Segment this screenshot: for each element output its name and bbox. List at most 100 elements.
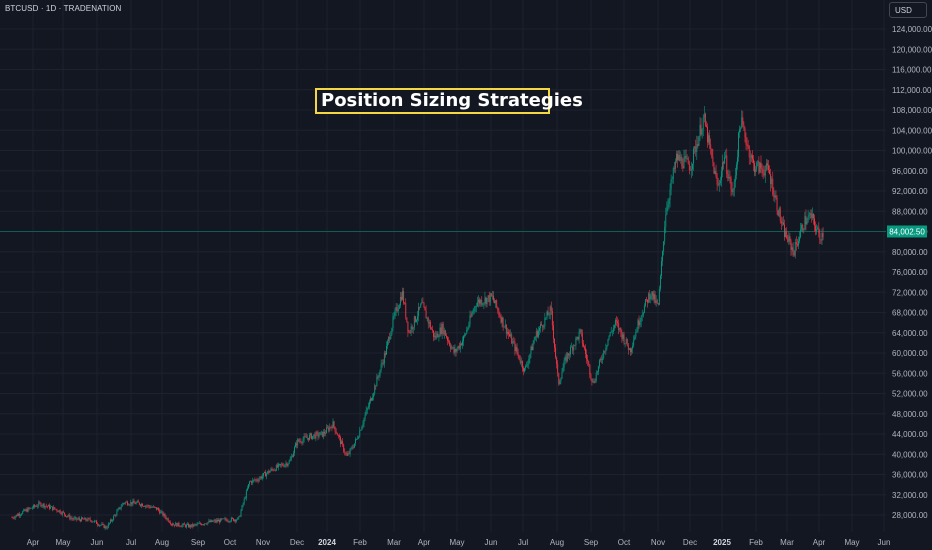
candle-body [742, 117, 744, 125]
candle-body [331, 426, 333, 429]
candle-body [652, 291, 654, 300]
annotation-box[interactable]: Position Sizing Strategies [315, 88, 583, 114]
candle-body [438, 336, 440, 338]
candle-body [37, 506, 39, 507]
candle-body [704, 113, 706, 126]
candle-body [780, 221, 782, 224]
candle-body [297, 439, 299, 446]
candle-body [692, 163, 693, 170]
candle-body [587, 359, 589, 362]
candle-body [320, 431, 322, 433]
candle-body [255, 479, 257, 481]
candle-body [822, 233, 824, 237]
candle-body [705, 125, 707, 127]
candle-body [347, 453, 349, 456]
candle-body [230, 517, 232, 522]
candle-body [32, 505, 34, 508]
candle-body [154, 507, 156, 508]
y-tick-label: 64,000.00 [892, 329, 928, 338]
candle-body [234, 519, 236, 521]
candle-body [726, 155, 728, 175]
candle-body [303, 436, 305, 440]
candle-body [714, 171, 716, 174]
candle-body [452, 347, 454, 348]
candle-body [82, 517, 84, 519]
candle-body [533, 340, 535, 344]
candle-body [84, 517, 86, 520]
candle-body [699, 124, 701, 137]
candle-body [454, 349, 456, 353]
candle-body [338, 435, 340, 438]
candle-body [248, 484, 249, 489]
candle-body [233, 518, 234, 521]
candle-body [362, 423, 364, 427]
candle-body [123, 503, 125, 504]
candle-body [240, 510, 242, 517]
candle-body [495, 300, 497, 304]
candle-body [318, 435, 320, 437]
candle-body [254, 479, 256, 481]
candle-body [762, 169, 764, 174]
candle-body [421, 302, 423, 304]
candle-body [36, 506, 38, 507]
candle-body [489, 293, 491, 303]
candle-body [455, 349, 457, 352]
candle-body [681, 156, 683, 167]
candle-body [246, 488, 248, 491]
candle-body [763, 173, 765, 176]
candle-body [310, 433, 311, 436]
candle-body [687, 158, 689, 165]
candle-body [113, 515, 115, 521]
candle-body [682, 166, 684, 169]
candle-body [77, 518, 79, 520]
candle-body [209, 520, 211, 523]
candle-body [622, 334, 624, 339]
candle-body [302, 439, 304, 443]
candle-body [319, 432, 321, 436]
currency-button[interactable]: USD [889, 2, 927, 18]
candle-body [196, 523, 198, 525]
candle-body [17, 514, 19, 516]
candle-body [564, 356, 566, 361]
candle-body [429, 321, 431, 329]
candle-body [647, 299, 649, 303]
candle-body [764, 169, 766, 176]
y-tick-label: 96,000.00 [892, 167, 928, 176]
x-tick-label: Feb [353, 538, 367, 547]
candle-body [595, 373, 597, 381]
candle-body [610, 331, 612, 333]
candle-body [646, 299, 647, 300]
candle-body [250, 481, 252, 482]
candle-body [504, 324, 506, 328]
candle-body [679, 155, 681, 161]
candle-body [654, 294, 656, 303]
candle-body [57, 510, 59, 512]
candle-body [205, 523, 207, 525]
candle-body [88, 518, 90, 519]
candle-body [588, 361, 590, 365]
candle-body [677, 153, 678, 161]
candle-body [307, 437, 309, 440]
candle-body [11, 517, 13, 519]
candle-body [153, 506, 155, 508]
candle-body [539, 327, 540, 331]
candle-body [67, 516, 69, 517]
candle-body [637, 320, 639, 331]
candle-body [707, 126, 708, 143]
candle-body [785, 231, 787, 237]
candle-body [98, 524, 100, 526]
candle-body [506, 331, 508, 334]
candle-body [70, 517, 72, 519]
candle-body [621, 332, 623, 339]
current-price-tag-label: 84,002.50 [889, 227, 925, 236]
candle-body [486, 298, 488, 305]
candle-body [575, 337, 577, 346]
candle-body [387, 341, 389, 346]
candle-body [519, 359, 521, 363]
candle-body [807, 216, 809, 222]
candle-body [791, 247, 793, 250]
candle-body [479, 299, 481, 304]
candle-body [243, 498, 245, 504]
